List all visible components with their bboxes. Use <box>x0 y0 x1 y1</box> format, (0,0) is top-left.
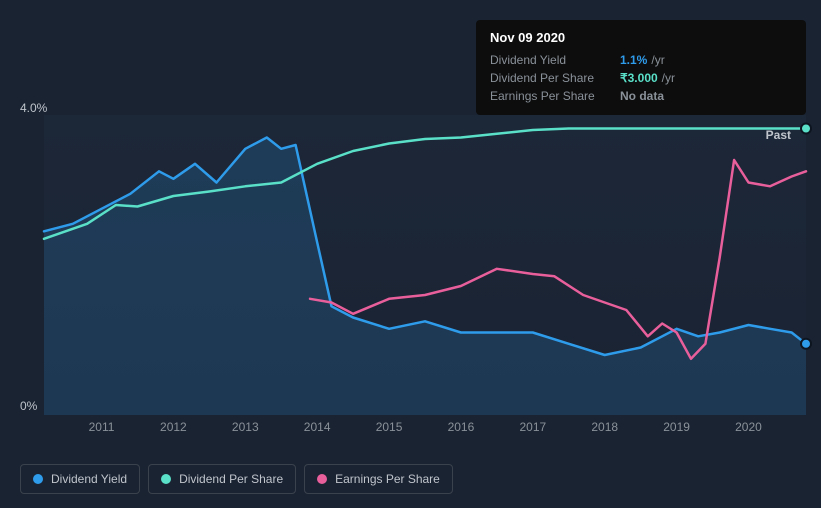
tooltip-row: Dividend Yield1.1% /yr <box>490 51 792 69</box>
x-tick-label: 2020 <box>735 420 762 434</box>
tooltip-label: Dividend Yield <box>490 53 620 67</box>
x-tick-label: 2014 <box>304 420 331 434</box>
tooltip-value: No data <box>620 89 664 103</box>
x-tick-label: 2011 <box>89 420 115 434</box>
series-end-dot <box>801 124 811 134</box>
tooltip-suffix: /yr <box>651 53 664 67</box>
tooltip: Nov 09 2020 Dividend Yield1.1%/yrDividen… <box>476 20 806 115</box>
legend-swatch <box>33 474 43 484</box>
x-tick-label: 2012 <box>160 420 187 434</box>
tooltip-value: 1.1% <box>620 53 647 67</box>
legend-item[interactable]: Dividend Per Share <box>148 464 296 494</box>
tooltip-value: ₹3.000 <box>620 71 658 85</box>
y-tick-label: 0% <box>20 399 38 413</box>
tooltip-rows: Dividend Yield1.1%/yrDividend Per Share₹… <box>490 51 792 105</box>
x-tick-label: 2016 <box>448 420 475 434</box>
tooltip-date: Nov 09 2020 <box>490 30 792 45</box>
past-label: Past <box>766 128 791 142</box>
legend-item[interactable]: Earnings Per Share <box>304 464 453 494</box>
tooltip-label: Dividend Per Share <box>490 71 620 85</box>
tooltip-row: Earnings Per ShareNo data <box>490 87 792 105</box>
legend-swatch <box>317 474 327 484</box>
tooltip-row: Dividend Per Share₹3.000/yr <box>490 69 792 87</box>
tooltip-suffix: /yr <box>662 71 675 85</box>
legend-label: Dividend Per Share <box>179 472 283 486</box>
series-end-dot <box>801 339 811 349</box>
x-tick-label: 2013 <box>232 420 259 434</box>
legend-item[interactable]: Dividend Yield <box>20 464 140 494</box>
x-tick-label: 2015 <box>376 420 403 434</box>
x-tick-label: 2017 <box>519 420 546 434</box>
x-tick-label: 2019 <box>663 420 690 434</box>
x-tick-label: 2018 <box>591 420 618 434</box>
legend-label: Dividend Yield <box>51 472 127 486</box>
tooltip-label: Earnings Per Share <box>490 89 620 103</box>
legend: Dividend Yield Dividend Per Share Earnings… <box>20 464 453 494</box>
y-tick-label: 4.0% <box>20 101 48 115</box>
legend-swatch <box>161 474 171 484</box>
legend-label: Earnings Per Share <box>335 472 440 486</box>
